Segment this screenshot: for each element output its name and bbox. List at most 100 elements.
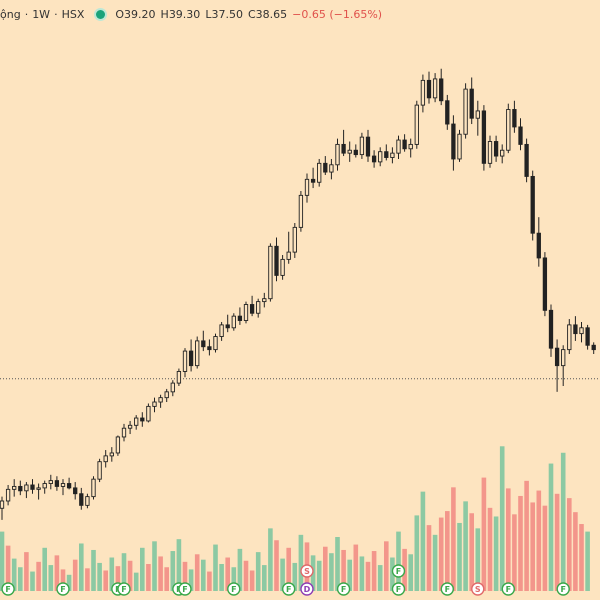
candle-body [60, 483, 66, 487]
volume-bar [237, 548, 243, 591]
candle-body [30, 484, 35, 490]
candle-body [12, 485, 17, 490]
volume-bar [567, 498, 572, 591]
candle-body [359, 136, 365, 156]
volume-bar [24, 552, 29, 591]
low-label: L [205, 7, 212, 21]
volume-bar [298, 534, 304, 591]
candle-body [97, 461, 102, 480]
volume-bar [506, 488, 511, 591]
candle-body [353, 149, 358, 156]
volume-bar [316, 560, 322, 591]
volume-bar [457, 522, 462, 591]
volume-bar [243, 560, 249, 591]
candle-body [127, 424, 133, 429]
candle-body [298, 194, 304, 228]
candle-body [548, 309, 554, 349]
volume-bar [268, 528, 273, 591]
change-value: −0.65 (−1.65%) [292, 7, 383, 21]
low-value: 37.50 [211, 7, 243, 21]
candle-body [219, 324, 224, 337]
candle-body [457, 133, 462, 160]
candle-body [36, 487, 41, 490]
event-marker-label: F [396, 567, 401, 576]
candle-body [426, 79, 432, 99]
volume-bar [207, 571, 212, 591]
candle-body [134, 417, 139, 426]
volume-bar [445, 511, 450, 591]
candle-body [24, 484, 29, 492]
candle-body [579, 327, 584, 335]
legend-separator: · [24, 7, 29, 21]
candle-body [536, 232, 541, 259]
volume-bar [390, 557, 395, 591]
candle-body [91, 478, 96, 498]
volume-bar [85, 568, 90, 591]
volume-bar [5, 545, 11, 591]
event-marker-label: F [560, 585, 565, 594]
volume-bar [170, 551, 176, 591]
volume-bar [280, 558, 285, 591]
volume-bar [371, 551, 377, 591]
event-marker-circle [1, 582, 15, 596]
market-status-icon[interactable] [96, 9, 106, 19]
volume-bar [408, 554, 413, 591]
high-label: H [160, 7, 169, 21]
volume-bar [127, 560, 133, 591]
candle-body [66, 483, 72, 489]
volume-bar [18, 567, 23, 591]
volume-bar [79, 543, 84, 591]
event-marker-label: F [231, 585, 236, 594]
candle-body [109, 452, 114, 457]
legend-interval[interactable]: 1W [32, 7, 51, 21]
high-value: 39.30 [168, 7, 201, 21]
volume-bar [573, 512, 578, 591]
candle-body [249, 304, 255, 314]
volume-bar [42, 547, 47, 591]
candle-body [475, 110, 480, 119]
candle-body [115, 436, 121, 454]
event-marker-label: S [304, 567, 310, 576]
event-marker-label: S [475, 585, 481, 594]
event-marker-label: F [396, 585, 401, 594]
volume-bar [438, 517, 444, 591]
candle-body [79, 493, 84, 506]
candle-body [0, 500, 5, 509]
event-marker-label: D [304, 585, 311, 594]
candle-body [42, 483, 47, 489]
volume-bar [72, 559, 78, 591]
event-marker-label: F [341, 585, 346, 594]
volume-bar [176, 539, 182, 591]
event-marker-circle [117, 582, 131, 596]
candle-body [396, 139, 401, 154]
volume-bar [48, 565, 54, 591]
candle-body [518, 126, 523, 145]
volume-bar [329, 553, 334, 591]
volume-bar [182, 561, 188, 591]
volume-bar [91, 549, 96, 591]
legend-title: ộng [0, 7, 21, 21]
volume-bar [548, 463, 554, 591]
volume-bar [585, 531, 590, 591]
event-marker-circle [300, 582, 314, 596]
volume-bar [36, 561, 41, 591]
event-marker-circle [391, 564, 406, 578]
volume-bar [146, 564, 151, 591]
event-marker-circle [471, 582, 485, 596]
candle-body [140, 417, 145, 422]
volume-bar [353, 544, 359, 591]
volume-bar [420, 491, 426, 591]
candle-body [121, 427, 127, 438]
candle-body [487, 141, 493, 164]
event-marker-circle [282, 582, 296, 596]
legend: ộng · 1W · HSX O 39.20 H 39.30 L 37.50 C… [0, 4, 382, 24]
candle-body [420, 79, 426, 106]
candle-body [378, 151, 383, 163]
candle-body [243, 304, 249, 321]
volume-bar [335, 537, 340, 591]
candle-body [329, 164, 334, 173]
candle-body [414, 104, 419, 145]
candle-body [530, 175, 535, 234]
candle-body [365, 136, 371, 157]
